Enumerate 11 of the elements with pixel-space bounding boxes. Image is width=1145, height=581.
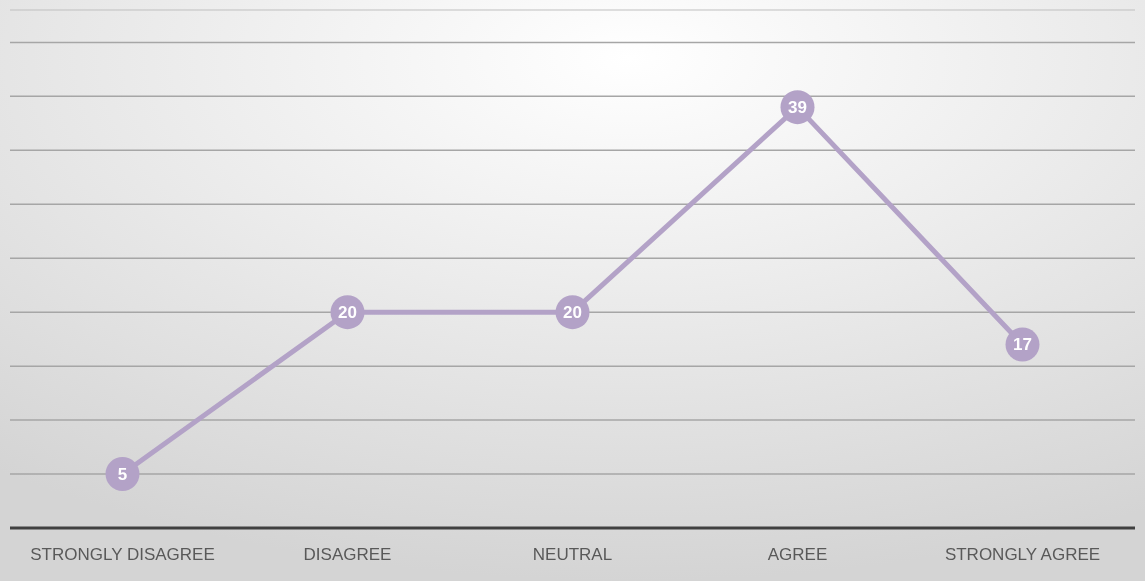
data-label: 20 <box>338 303 357 323</box>
point <box>105 457 140 492</box>
data-label: 20 <box>563 303 582 323</box>
x-tick-label: STRONGLY DISAGREE <box>30 545 215 564</box>
x-tick-label: AGREE <box>767 545 828 564</box>
data-label: 17 <box>1013 335 1032 355</box>
x-tick-label: NEUTRAL <box>532 545 613 564</box>
x-tick-label: STRONGLY AGREE <box>944 545 1101 564</box>
x-tick-label: DISAGREE <box>303 545 392 564</box>
data-label: 5 <box>117 464 128 484</box>
data-label: 39 <box>788 98 807 118</box>
